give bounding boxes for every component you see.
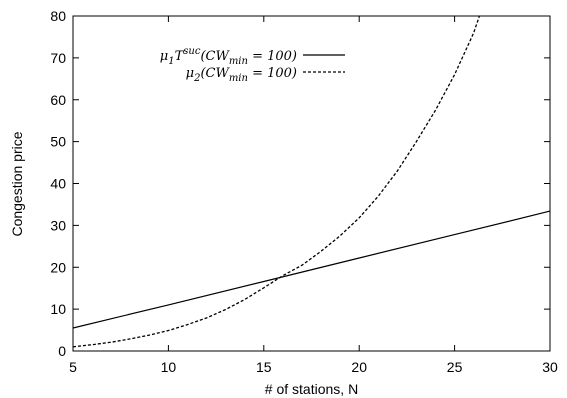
legend-label-1: μ1Tsuc(CWmin = 100) [160,46,297,67]
x-tick-label: 15 [256,359,272,375]
legend-label-2: μ2(CWmin = 100) [186,66,297,84]
series-line-1 [72,210,551,329]
legend: μ1Tsuc(CWmin = 100)μ2(CWmin = 100) [160,46,345,84]
y-tick-label: 70 [50,50,66,66]
y-tick-label: 0 [58,343,66,359]
y-tick-label: 10 [50,301,66,317]
x-tick-label: 5 [69,359,77,375]
series-line-2 [72,15,481,348]
x-tick-label: 30 [542,359,558,375]
y-axis-label: Congestion price [9,131,25,236]
y-tick-label: 20 [50,259,66,275]
plot-frame [72,15,551,352]
y-tick-label: 60 [50,92,66,108]
y-tick-label: 30 [50,217,66,233]
x-axis-label: # of stations, N [265,381,358,397]
series-lines [72,15,551,348]
x-tick-label: 10 [161,359,177,375]
y-tick-label: 40 [50,176,66,192]
x-tick-label: 25 [447,359,463,375]
y-tick-label: 50 [50,134,66,150]
y-tick-label: 80 [50,8,66,24]
ticks: 5 10 15 20 25 30 0 10 20 30 40 50 60 70 80 [50,8,558,375]
x-tick-label: 20 [351,359,367,375]
